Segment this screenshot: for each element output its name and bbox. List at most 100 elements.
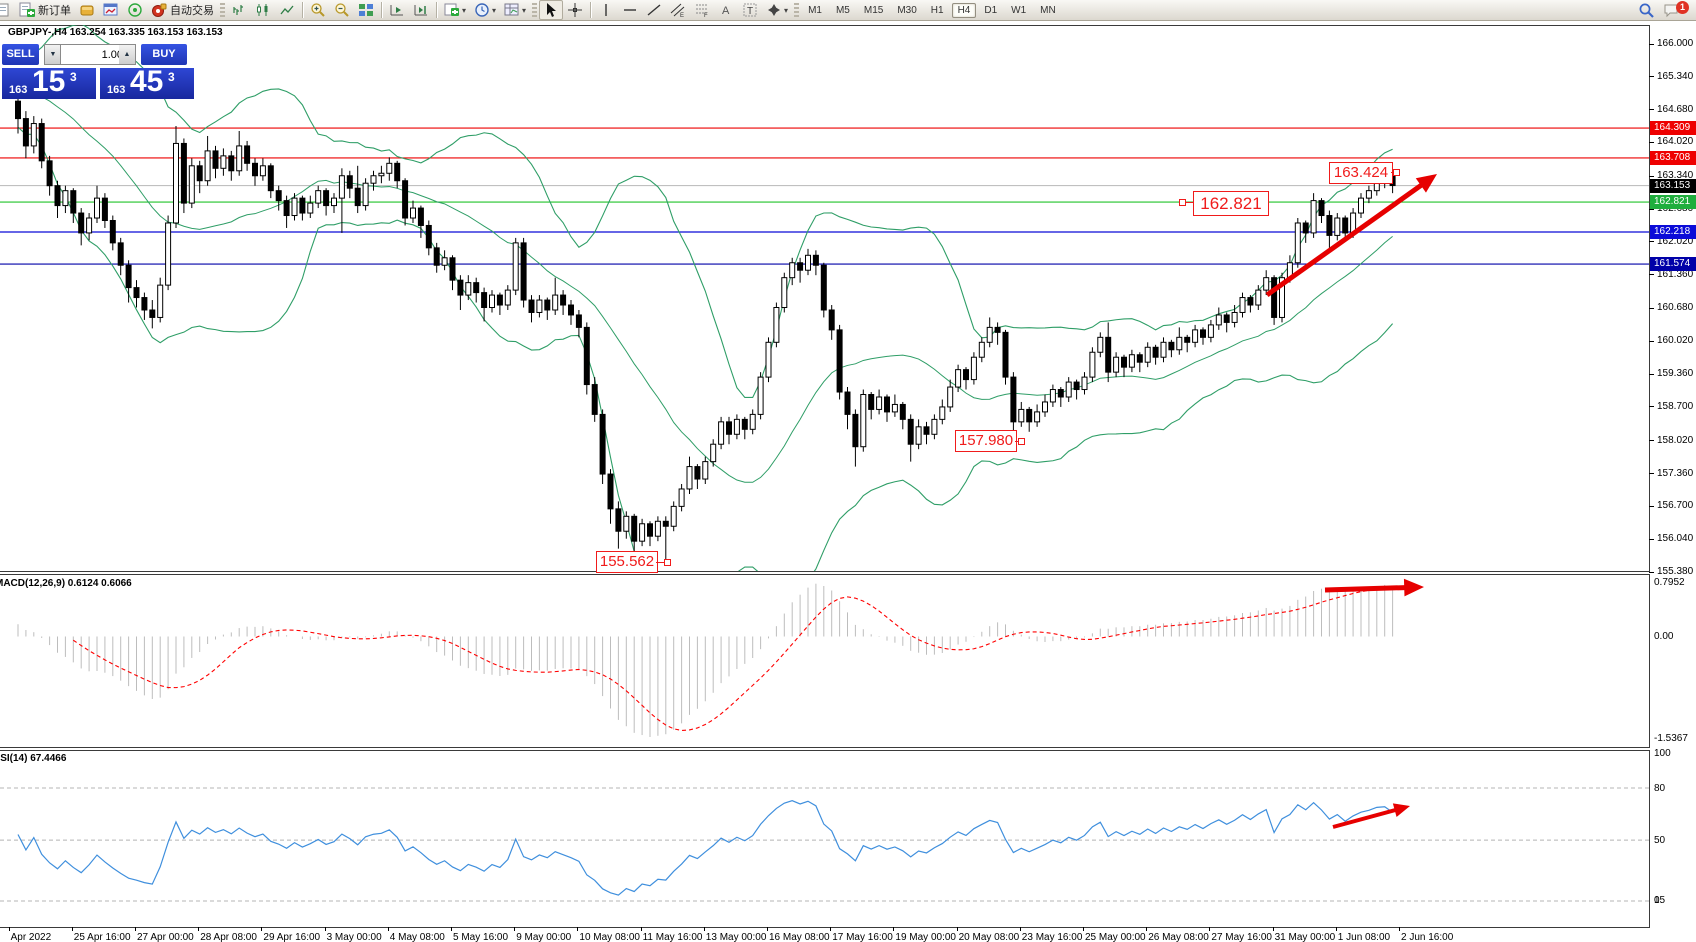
timeframe-button-m5[interactable]: M5	[835, 4, 850, 16]
timeframe-button-d1[interactable]: D1	[984, 4, 998, 16]
history-center-button[interactable]	[99, 0, 123, 20]
add-indicator-button[interactable]: ▾	[440, 0, 470, 20]
date-tick	[1272, 927, 1274, 931]
sell-button[interactable]: SELL	[2, 44, 39, 65]
rsi-pane[interactable]	[0, 751, 1649, 927]
date-tick	[324, 927, 326, 931]
candlestick-chart-button[interactable]	[251, 0, 275, 20]
periods-button[interactable]: ▾	[470, 0, 500, 20]
date-label: 25 May 00:00	[1085, 932, 1146, 942]
date-tick	[1399, 927, 1400, 931]
dropdown-caret: ▾	[784, 5, 789, 15]
date-label: 20 May 08:00	[958, 932, 1020, 942]
rsi-indicator-label: RSI(14) 67.4466	[0, 753, 67, 764]
auto-scroll-button[interactable]	[385, 0, 409, 20]
price-tag: 162.821	[1650, 195, 1696, 210]
text-label-tool[interactable]: T	[738, 0, 762, 20]
new-order-button[interactable]: 新订单	[15, 0, 75, 20]
price-tag: 163.708	[1650, 150, 1696, 165]
price-tag: 164.309	[1650, 121, 1696, 136]
pane-separator[interactable]	[0, 747, 1650, 751]
bollinger-upper-band	[17, 25, 1393, 398]
trendline-tool[interactable]	[642, 0, 666, 20]
date-tick	[1019, 927, 1021, 931]
date-tick	[956, 927, 958, 931]
date-label: 13 May 00:00	[705, 932, 767, 942]
fibonacci-tool[interactable]: F	[690, 0, 714, 20]
trend-arrow[interactable]	[1324, 584, 1414, 593]
bar-chart-icon	[233, 5, 243, 15]
price-tick-label: 164.020	[1657, 136, 1694, 148]
sell-price-display[interactable]: 163 15 3	[2, 68, 96, 99]
vertical-line-tool[interactable]	[594, 0, 618, 20]
buy-price-display[interactable]: 163 45 3	[100, 68, 194, 99]
search-button[interactable]	[1634, 0, 1659, 20]
rsi-axis-label: 80	[1654, 783, 1666, 794]
buy-price-prefix: 163	[107, 84, 126, 96]
price-tick	[1649, 109, 1654, 111]
timeframe-bar: M1 M5 M15 M30 H1 H4 D1 W1 MN	[801, 2, 1063, 18]
price-tick	[1649, 241, 1654, 243]
macd-pane[interactable]	[0, 576, 1649, 747]
gold-cube-icon	[80, 5, 94, 16]
price-annotation[interactable]: 163.424	[1329, 162, 1393, 184]
arrows-tool[interactable]: ▾	[762, 0, 792, 20]
chart-window-icon	[103, 3, 118, 16]
broadcast-button[interactable]	[123, 0, 147, 20]
bar-chart-button[interactable]	[227, 0, 251, 20]
chart-gold-button[interactable]	[75, 0, 99, 20]
crosshair-tool-button[interactable]	[563, 0, 587, 20]
date-tick	[514, 927, 516, 931]
horizontal-line-tool[interactable]	[618, 0, 642, 20]
buy-button[interactable]: BUY	[141, 44, 187, 65]
price-annotation[interactable]: 157.980	[955, 430, 1017, 452]
date-tick	[1335, 927, 1337, 931]
volume-increase-button[interactable]: ▲	[119, 44, 136, 65]
timeframe-button-m1[interactable]: M1	[808, 4, 822, 16]
tile-windows-button[interactable]	[354, 0, 378, 20]
zoom-in-button[interactable]	[306, 0, 330, 20]
timeframe-button-m15[interactable]: M15	[863, 4, 884, 16]
annotation-anchor-square	[1018, 438, 1025, 445]
macd-axis-label: 0.7952	[1654, 577, 1685, 589]
main-chart-pane[interactable]	[0, 25, 1649, 572]
trend-arrow[interactable]	[1332, 806, 1403, 829]
svg-text:A: A	[722, 5, 730, 17]
chart-shift-button[interactable]	[409, 0, 433, 20]
channel-tool[interactable]: E	[666, 0, 690, 20]
rsi-line	[17, 800, 1393, 896]
price-tick-label: 164.680	[1657, 103, 1694, 115]
svg-text:E: E	[680, 13, 684, 18]
price-annotation[interactable]: 162.821	[1193, 191, 1269, 216]
timeframe-button-mn[interactable]: MN	[1040, 4, 1056, 16]
zoom-out-button[interactable]	[330, 0, 354, 20]
dropdown-caret: ▾	[522, 5, 527, 15]
bollinger-lower-band	[17, 126, 1394, 572]
rsi-axis-label: 100	[1654, 748, 1671, 760]
date-label: 10 May 08:00	[579, 932, 640, 942]
timeframe-button-w1[interactable]: W1	[1011, 4, 1027, 16]
price-tick	[1649, 208, 1654, 210]
notifications-button[interactable]: 1	[1659, 0, 1689, 20]
candlestick-series	[15, 93, 1396, 563]
timeframe-button-h4[interactable]: H4	[951, 2, 977, 18]
price-annotation[interactable]: 155.562	[596, 551, 658, 573]
timeframe-button-h1[interactable]: H1	[930, 4, 944, 16]
templates-button[interactable]: ▾	[500, 0, 530, 20]
pane-separator[interactable]	[0, 571, 1650, 575]
date-label: 25 Apr 16:00	[73, 932, 131, 942]
cursor-tool-button[interactable]	[539, 0, 564, 20]
line-chart-button[interactable]	[275, 0, 299, 20]
volume-input[interactable]	[60, 44, 127, 65]
timeframe-button-m30[interactable]: M30	[897, 4, 917, 16]
trend-arrow[interactable]	[1265, 178, 1430, 298]
chart-window: GBPJPY-,H4 163.254 163.335 163.153 163.1…	[0, 21, 1696, 942]
price-tick	[1649, 538, 1654, 540]
date-tick	[261, 927, 263, 931]
autotrading-button[interactable]: 自动交易	[147, 0, 218, 20]
time-axis-line	[0, 927, 1650, 928]
annotation-anchor-square	[1179, 199, 1186, 206]
dropdown-caret: ▾	[462, 5, 467, 15]
text-tool[interactable]: A	[714, 0, 738, 20]
chart-title-ohlc: GBPJPY-,H4 163.254 163.335 163.153 163.1…	[8, 27, 223, 38]
